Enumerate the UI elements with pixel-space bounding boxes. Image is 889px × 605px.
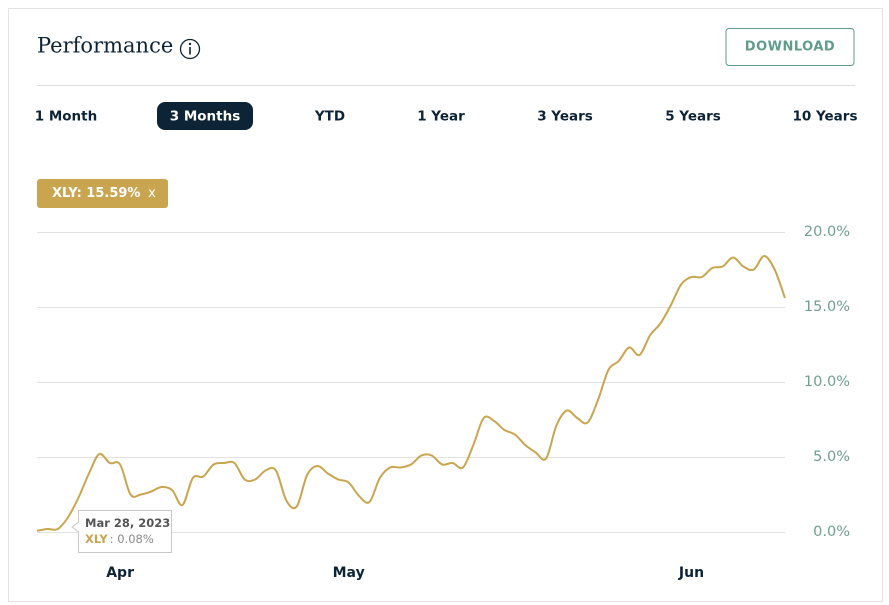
x-tick-label: Jun [678, 565, 704, 581]
y-tick-label: 0.0% [813, 524, 850, 540]
x-tick-label: May [333, 565, 365, 581]
info-icon[interactable] [179, 38, 201, 60]
range-tab[interactable]: 5 Years [665, 109, 721, 125]
download-label[interactable]: DOWNLOAD [745, 40, 835, 55]
active-tab-pill [157, 102, 253, 130]
y-tick-label: 20.0% [804, 224, 850, 240]
tooltip-value: : 0.08% [110, 532, 154, 546]
range-tab[interactable]: 1 Month [35, 109, 97, 125]
range-tab[interactable]: 3 Months [170, 109, 241, 125]
range-tabs: 1 Month 3 Months YTD 1 Year 3 Years 5 Years 10… [35, 109, 858, 125]
badge-close[interactable]: x [148, 186, 156, 201]
range-tab[interactable]: 10 Years [793, 109, 858, 125]
tooltip-date: Mar 28, 2023 [85, 516, 170, 530]
download-button[interactable]: DOWNLOAD [725, 28, 855, 66]
tooltip-series: XLY [85, 532, 108, 546]
range-tab[interactable]: YTD [314, 109, 345, 125]
tooltip: Mar 28, 2023 XLY: 0.08% [71, 510, 172, 553]
tooltip-line: XLY: 0.08% [85, 532, 154, 546]
badge-label: XLY: 15.59% [52, 186, 140, 201]
y-tick-label: 15.0% [804, 299, 850, 315]
y-tick-label: 5.0% [813, 449, 850, 465]
card [8, 8, 883, 602]
range-tab[interactable]: 3 Years [537, 109, 593, 125]
range-tab[interactable]: 1 Year [417, 109, 465, 125]
series-line [36, 255, 786, 532]
x-tick-label: Apr [106, 565, 134, 581]
plot: 0.0% 5.0% 10.0% 15.0% 20.0% Apr May Jun [36, 224, 850, 581]
series-badge[interactable]: XLY: 15.59% x [37, 179, 168, 208]
y-tick-label: 10.0% [804, 374, 850, 390]
widget-title: Performance [37, 34, 173, 58]
